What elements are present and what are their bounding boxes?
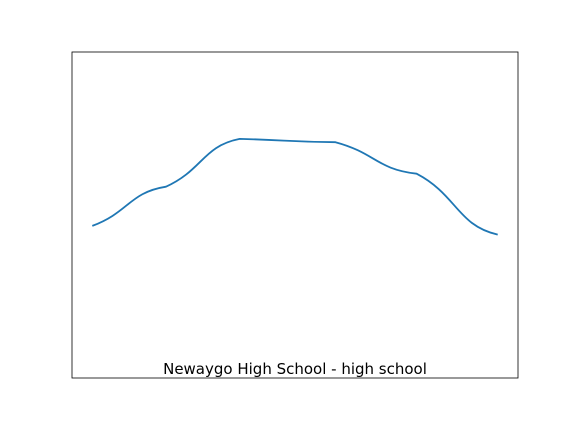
series-line-0: [91, 138, 498, 236]
series-layer: [91, 138, 498, 236]
chart-title: Newaygo High School - high school: [163, 360, 427, 378]
axes-frame: [71, 51, 519, 379]
